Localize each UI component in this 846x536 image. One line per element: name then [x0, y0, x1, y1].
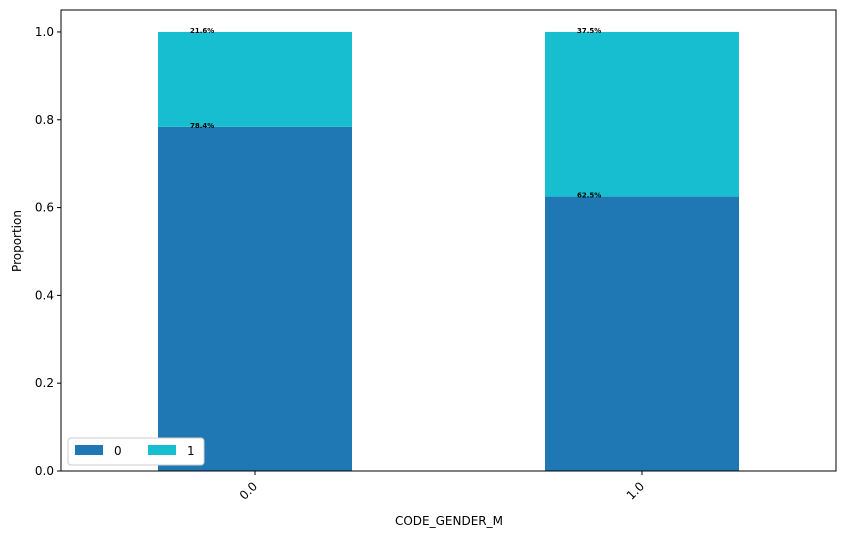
legend-label-series-0: 0	[114, 444, 122, 458]
data-label-0.0-series-1: 21.6%	[190, 27, 214, 35]
bar-1.0-series-1	[545, 31, 739, 197]
y-tick-label: 1.0	[35, 25, 54, 39]
x-axis: 0.0 1.0	[237, 471, 647, 503]
y-tick-label: 0.8	[35, 113, 54, 127]
legend-frame	[67, 437, 205, 466]
y-tick-label: 0.0	[35, 464, 54, 478]
y-tick-label: 0.4	[35, 288, 54, 302]
bar-0.0-series-1	[158, 31, 352, 127]
legend-swatch-series-0	[75, 445, 103, 455]
y-tick-label: 0.2	[35, 376, 54, 390]
legend-swatch-series-1	[148, 445, 176, 455]
y-tick-label: 0.6	[35, 201, 54, 215]
data-label-0.0-series-0: 78.4%	[190, 122, 214, 130]
data-labels-layer: 78.4% 21.6% 62.5% 37.5%	[190, 27, 601, 200]
data-label-1.0-series-0: 62.5%	[577, 192, 601, 200]
bar-0.0-series-0	[158, 126, 352, 471]
x-axis-title: CODE_GENDER_M	[395, 514, 503, 528]
bar-1.0-series-0	[545, 196, 739, 471]
legend-label-series-1: 1	[187, 444, 195, 458]
y-axis: 0.0 0.2 0.4 0.6 0.8 1.0	[35, 25, 61, 478]
y-axis-title: Proportion	[10, 210, 24, 272]
plot-frame	[60, 9, 837, 472]
data-label-1.0-series-1: 37.5%	[577, 27, 601, 35]
bars-layer	[158, 31, 739, 471]
x-tick-label: 1.0	[624, 479, 647, 502]
x-tick-label: 0.0	[237, 479, 260, 502]
